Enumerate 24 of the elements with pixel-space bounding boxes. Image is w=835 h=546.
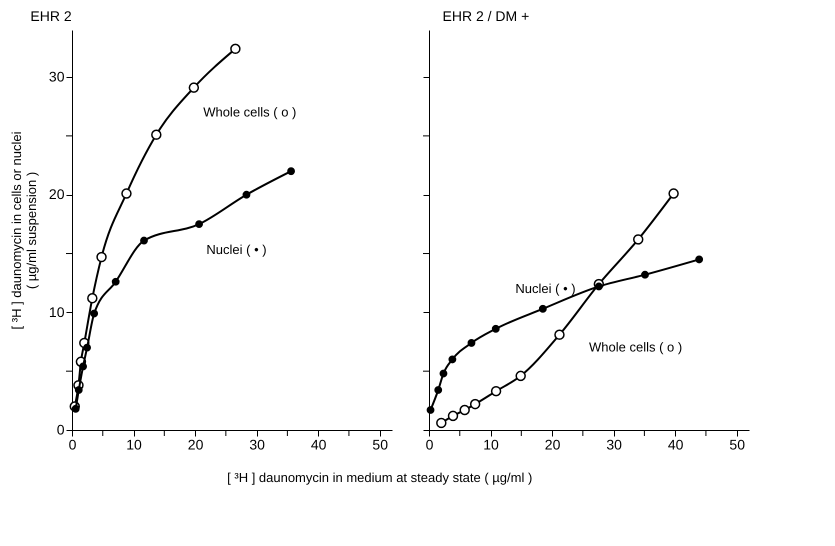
y-tick-label: 30	[48, 68, 65, 85]
series-label: Nuclei ( • )	[515, 280, 576, 296]
chart-title: EHR 2 / DM +	[442, 8, 530, 24]
x-tick-label: 0	[68, 436, 77, 452]
x-tick-label: 50	[372, 436, 388, 452]
x-tick-label: 40	[310, 436, 327, 452]
y-tick-label: 10	[48, 304, 65, 320]
x-tick-label: 10	[483, 436, 500, 452]
series-label: Nuclei ( • )	[206, 242, 267, 257]
y-tick-label: 0	[56, 422, 65, 438]
y-axis-title: [ ³H ] daunomycin in cells or nuclei ( µg/ml suspension )	[8, 131, 39, 330]
x-tick-label: 20	[544, 436, 561, 452]
x-axis-title: [ ³H ] daunomycin in medium at steady state ( µg/ml )	[227, 470, 532, 485]
x-tick-label: 30	[606, 436, 622, 452]
x-tick-label: 0	[426, 436, 434, 452]
x-tick-label: 50	[729, 436, 746, 452]
y-tick-label: 20	[48, 186, 65, 202]
x-tick-label: 40	[668, 436, 684, 452]
x-tick-label: 30	[249, 436, 266, 452]
x-tick-label: 20	[188, 436, 204, 452]
chart-title: EHR 2	[30, 8, 72, 24]
x-tick-label: 10	[126, 436, 142, 452]
series-label: Whole cells ( o )	[203, 104, 296, 120]
series-label: Whole cells ( o )	[589, 340, 682, 355]
